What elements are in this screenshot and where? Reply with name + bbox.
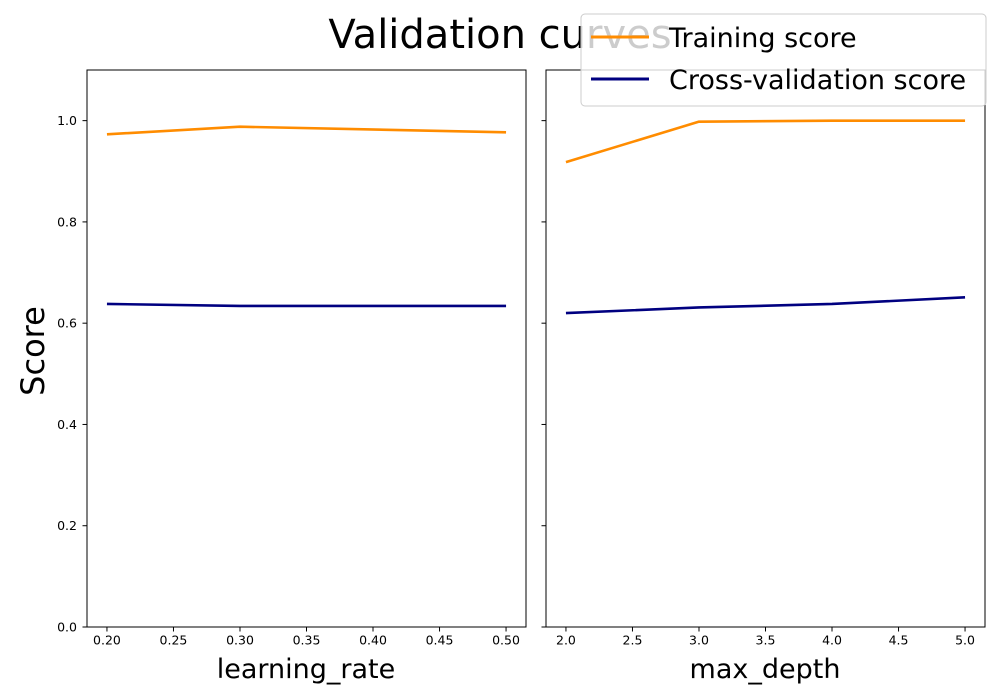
x-tick-label: 2.5 xyxy=(623,633,643,648)
x-tick-label: 0.30 xyxy=(226,633,254,648)
x-tick-label: 0.40 xyxy=(359,633,387,648)
x-axis-label-max-depth: max_depth xyxy=(690,654,841,685)
subplot-learning-rate: 0.20 0.25 0.30 0.35 0.40 0.45 0.50 0.00.20.40.… xyxy=(57,69,527,685)
series-line-cross-validation-score xyxy=(565,296,966,315)
legend-entry-training: Training score xyxy=(591,23,857,54)
x-tick-label: 0.20 xyxy=(93,633,121,648)
y-axis-ticks xyxy=(541,120,546,628)
y-tick-label: 0.8 xyxy=(57,214,77,229)
x-axis-ticks: 0.20 0.25 0.30 0.35 0.40 0.45 0.50 xyxy=(93,627,520,648)
y-tick-label: 0.2 xyxy=(57,518,77,533)
x-tick-label: 0.35 xyxy=(293,633,321,648)
legend-label-training: Training score xyxy=(668,23,857,54)
series-layer xyxy=(106,125,507,308)
y-tick-label: 0.0 xyxy=(57,620,77,635)
y-axis-ticks: 0.0 0.2 0.4 0.6 0.8 1.0 xyxy=(57,113,87,635)
x-axis-label-learning-rate: learning_rate xyxy=(217,654,396,685)
y-axis-label: Score xyxy=(14,306,52,396)
x-tick-label: 0.50 xyxy=(492,633,520,648)
x-tick-label: 4.0 xyxy=(822,633,842,648)
series-layer xyxy=(565,119,966,315)
legend-entry-cross-validation: Cross-validation score xyxy=(591,65,966,96)
y-tick-label: 1.0 xyxy=(57,113,77,128)
legend-box xyxy=(580,13,987,107)
legend-label-cross-validation: Cross-validation score xyxy=(669,65,966,96)
legend: Training score Cross-validation score xyxy=(580,13,987,107)
x-tick-label: 5.0 xyxy=(955,633,975,648)
series-line-training-score xyxy=(565,119,966,164)
x-tick-label: 4.5 xyxy=(889,633,909,648)
series-line-training-score xyxy=(106,125,507,136)
x-axis-ticks: 2.0 2.5 3.0 3.5 4.0 4.5 5.0 xyxy=(556,627,975,648)
y-tick-label: 0.4 xyxy=(57,417,77,432)
x-tick-label: 0.25 xyxy=(160,633,188,648)
series-line-cross-validation-score xyxy=(106,302,507,308)
y-tick-label: 0.6 xyxy=(57,316,77,331)
x-tick-label: 2.0 xyxy=(556,633,576,648)
subplot-max-depth: 2.0 2.5 3.0 3.5 4.0 4.5 5.0 max_depth xyxy=(541,69,986,685)
x-tick-label: 3.0 xyxy=(689,633,709,648)
x-tick-label: 3.5 xyxy=(756,633,776,648)
x-tick-label: 0.45 xyxy=(426,633,454,648)
